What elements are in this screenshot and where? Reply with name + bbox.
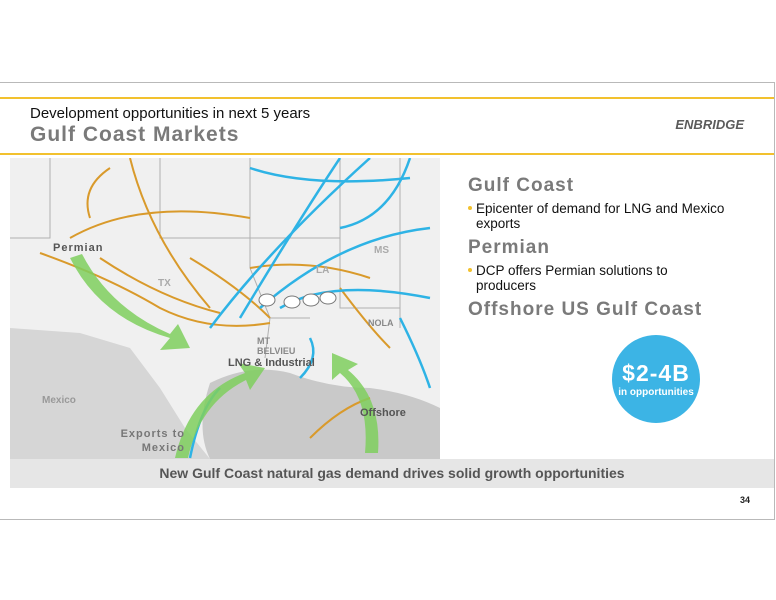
gulf [202, 369, 440, 459]
mexico-area [10, 328, 210, 459]
label: TX [158, 278, 171, 289]
label: Mexico [142, 442, 185, 454]
section-heading: Offshore US Gulf Coast [468, 299, 703, 320]
title: Gulf Coast Markets [30, 123, 240, 146]
label: MT [257, 336, 270, 346]
bullet: Epicenter of demand for LNG and Mexico e… [468, 201, 728, 231]
label: Mexico [42, 395, 76, 406]
bullet: DCP offers Permian solutions to producer… [468, 263, 728, 293]
label: NOLA [368, 318, 394, 328]
footer: New Gulf Coast natural gas demand drives… [10, 459, 774, 488]
slide: Development opportunities in next 5 year… [0, 82, 775, 520]
label: BELVIEU [257, 346, 295, 356]
callout: $2-4B in opportunities [612, 335, 700, 423]
label: Permian [53, 242, 103, 254]
panel: Gulf Coast Epicenter of demand for LNG an… [468, 175, 728, 325]
callout-value: $2-4B [622, 360, 690, 386]
rule [0, 153, 774, 155]
rule [0, 97, 774, 99]
label: LNG & Industrial [228, 357, 315, 369]
label: Offshore [360, 407, 406, 419]
label: LA [316, 265, 329, 276]
map: Permian TX LA MS NOLA MT BELVIEU LNG & I… [10, 158, 440, 459]
storage-tanks [258, 291, 337, 309]
bullet-text: Epicenter of demand for LNG and Mexico e… [476, 201, 725, 231]
bullet-dot [468, 206, 472, 210]
section-heading: Gulf Coast [468, 175, 575, 196]
label: Exports to [121, 428, 185, 440]
label: MS [374, 245, 389, 256]
bullet-dot [468, 268, 472, 272]
arrow [175, 363, 265, 458]
callout-caption: in opportunities [618, 387, 694, 398]
section-heading: Permian [468, 237, 550, 258]
subtitle: Development opportunities in next 5 year… [30, 105, 311, 122]
arrow [332, 353, 379, 453]
bullet-text: DCP offers Permian solutions to producer… [476, 263, 668, 293]
page-number: 34 [739, 495, 750, 505]
logo: ENBRIDGE [675, 117, 744, 132]
arrow [70, 254, 190, 350]
